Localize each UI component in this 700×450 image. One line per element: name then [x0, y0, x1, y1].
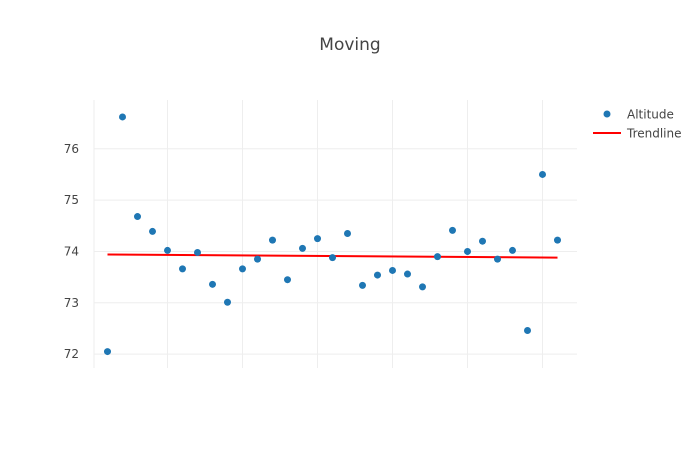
altitude-point — [134, 213, 141, 221]
altitude-point — [449, 226, 456, 234]
altitude-point — [539, 170, 546, 178]
altitude-point — [374, 271, 381, 279]
altitude-point — [479, 237, 486, 245]
altitude-point — [254, 255, 261, 263]
altitude-point — [194, 248, 201, 256]
legend-altitude-marker — [603, 110, 611, 118]
altitude-point — [269, 236, 276, 244]
altitude-point — [149, 227, 156, 235]
altitude-point — [434, 253, 441, 261]
y-tick-label: 75 — [64, 193, 79, 207]
chart-title: Moving — [319, 35, 380, 55]
legend: Altitude Trendline — [593, 108, 682, 141]
altitude-point — [404, 270, 411, 278]
altitude-point — [329, 254, 336, 262]
altitude-point — [419, 283, 426, 291]
altitude-point — [494, 255, 501, 263]
altitude-point — [119, 113, 126, 121]
altitude-point — [389, 266, 396, 274]
y-axis-ticks: 72 73 74 75 76 — [64, 142, 79, 361]
altitude-point — [164, 246, 171, 254]
altitude-point — [179, 265, 186, 273]
altitude-point — [524, 327, 531, 335]
y-tick-label: 76 — [64, 142, 79, 156]
legend-trendline-label: Trendline — [626, 127, 682, 141]
altitude-point — [464, 247, 471, 255]
y-tick-label: 73 — [64, 296, 79, 310]
altitude-point — [209, 280, 216, 288]
altitude-point — [509, 246, 516, 254]
altitude-point — [359, 281, 366, 289]
altitude-point — [299, 244, 306, 252]
legend-altitude-label: Altitude — [627, 108, 674, 122]
altitude-point — [284, 276, 291, 284]
altitude-point — [344, 229, 351, 237]
altitude-point — [239, 265, 246, 273]
altitude-point — [104, 348, 111, 356]
altitude-point — [314, 235, 321, 243]
y-tick-label: 72 — [64, 347, 79, 361]
altitude-points — [104, 113, 561, 356]
altitude-point — [554, 236, 561, 244]
altitude-point — [224, 298, 231, 306]
grid-lines — [93, 100, 577, 368]
y-tick-label: 74 — [64, 244, 79, 258]
